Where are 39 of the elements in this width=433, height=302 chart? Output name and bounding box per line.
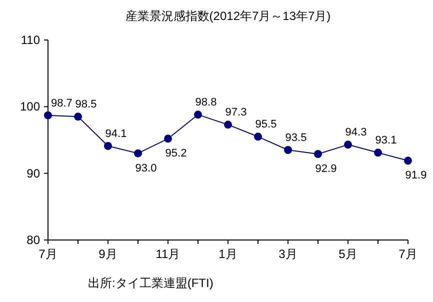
y-tick-label: 80 — [26, 233, 40, 247]
y-tick-label: 100 — [20, 100, 40, 114]
point — [344, 140, 352, 149]
data-label: 93.0 — [135, 162, 157, 174]
point — [314, 150, 322, 158]
point — [134, 149, 142, 158]
point — [104, 142, 112, 150]
data-label: 98.7 — [51, 97, 72, 110]
x-tick-label: 5月 — [338, 247, 358, 261]
data-label: 98.8 — [195, 96, 217, 109]
data-label: 95.5 — [255, 118, 277, 131]
point — [224, 120, 232, 129]
data-label: 91.9 — [405, 170, 427, 182]
x-tick-label: 11月 — [156, 247, 180, 261]
point — [404, 156, 412, 165]
x-tick-label: 7月 — [38, 247, 58, 261]
x-tick-label: 3月 — [278, 247, 298, 261]
data-label: 93.1 — [375, 134, 397, 147]
y-tick-label: 90 — [26, 166, 40, 180]
data-label: 94.3 — [345, 126, 367, 139]
data-label: 95.2 — [165, 148, 187, 160]
data-label: 97.3 — [225, 106, 247, 119]
point — [284, 146, 292, 154]
data-label: 93.5 — [285, 132, 307, 144]
text: 出所:タイ工業連盟(FTI) — [88, 276, 214, 290]
point — [254, 132, 262, 141]
point — [44, 111, 52, 120]
x-tick-label: 1月 — [218, 247, 238, 261]
point — [374, 148, 382, 157]
point — [74, 112, 82, 121]
point — [194, 110, 202, 119]
title: 産業景況感指数(2012年7月～13年7月) — [125, 9, 331, 23]
x-tick-label: 9月 — [98, 247, 118, 261]
x-tick-label: 7月 — [398, 247, 418, 261]
y-tick-label: 110 — [20, 33, 40, 47]
data-label: 98.5 — [75, 98, 97, 111]
point — [164, 134, 172, 143]
data-label: 92.9 — [315, 163, 337, 175]
data-label: 94.1 — [105, 128, 127, 140]
